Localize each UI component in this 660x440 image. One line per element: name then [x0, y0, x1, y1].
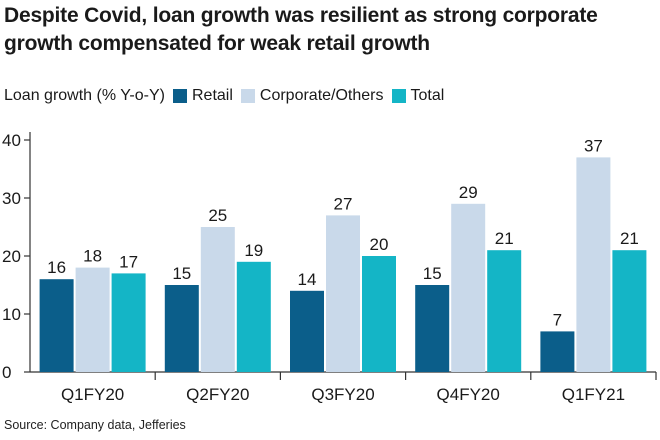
- bar-total-q2fy20: [236, 261, 271, 372]
- x-category-label: Q3FY20: [311, 385, 374, 404]
- bar-total-q1fy21: [612, 250, 647, 372]
- legend-label: Loan growth (% Y-o-Y): [4, 87, 165, 104]
- bar-retail-q2fy20: [164, 285, 199, 372]
- data-label: 21: [495, 229, 514, 248]
- bar-retail-q4fy20: [415, 285, 450, 372]
- legend-item-retail: Retail: [172, 87, 233, 105]
- data-label: 29: [459, 183, 478, 202]
- data-label: 21: [620, 229, 639, 248]
- legend-swatch-total: [391, 89, 406, 103]
- legend-swatch-corporate: [240, 89, 255, 103]
- data-label: 27: [334, 194, 353, 213]
- legend-text-corporate: Corporate/Others: [259, 87, 384, 104]
- data-label: 16: [47, 258, 66, 277]
- bar-total-q1fy20: [111, 273, 146, 372]
- bar-corporate-others-q1fy21: [576, 157, 611, 372]
- legend-swatch-retail: [172, 89, 187, 103]
- data-label: 14: [298, 270, 317, 289]
- title-line-1: Despite Covid, loan growth was resilient…: [4, 4, 598, 27]
- bar-retail-q1fy21: [540, 331, 575, 372]
- legend-text-retail: Retail: [191, 87, 233, 104]
- data-label: 37: [584, 136, 603, 155]
- x-category-label: Q1FY20: [61, 385, 124, 404]
- y-tick-label: 0: [2, 363, 11, 382]
- bar-total-q4fy20: [487, 250, 522, 372]
- y-tick-label: 10: [2, 305, 21, 324]
- legend-item-total: Total: [391, 87, 445, 105]
- chart-title: Despite Covid, loan growth was resilient…: [4, 2, 656, 58]
- data-label: 15: [423, 264, 442, 283]
- data-label: 20: [370, 235, 389, 254]
- bar-corporate-others-q3fy20: [326, 215, 360, 372]
- legend-item-corporate: Corporate/Others: [240, 87, 384, 105]
- data-label: 17: [119, 252, 138, 271]
- bar-retail-q1fy20: [39, 279, 74, 372]
- source-note: Source: Company data, Jefferies: [4, 418, 186, 432]
- data-label: 25: [208, 206, 227, 225]
- x-category-label: Q2FY20: [186, 385, 249, 404]
- bar-total-q3fy20: [362, 256, 396, 372]
- y-tick-label: 40: [2, 131, 21, 150]
- title-line-2: growth compensated for weak retail growt…: [4, 32, 430, 55]
- y-tick-label: 20: [2, 247, 21, 266]
- bar-corporate-others-q2fy20: [200, 227, 235, 372]
- x-category-label: Q1FY21: [562, 385, 625, 404]
- legend-text-total: Total: [410, 87, 445, 104]
- bar-corporate-others-q1fy20: [75, 267, 110, 372]
- data-label: 18: [83, 247, 102, 266]
- data-label: 15: [172, 264, 191, 283]
- bar-retail-q3fy20: [290, 290, 324, 372]
- bar-chart: 0 10 20 30 40 16 18 17 Q1FY20 15 25 19 Q2FY20 14 27 20 Q…: [2, 131, 657, 404]
- y-tick-label: 30: [2, 189, 21, 208]
- x-category-label: Q4FY20: [437, 385, 500, 404]
- bar-corporate-others-q4fy20: [451, 203, 486, 372]
- data-label: 19: [244, 241, 263, 260]
- data-label: 7: [553, 310, 562, 329]
- legend: Loan growth (% Y-o-Y) Retail Corporate/O…: [4, 84, 452, 108]
